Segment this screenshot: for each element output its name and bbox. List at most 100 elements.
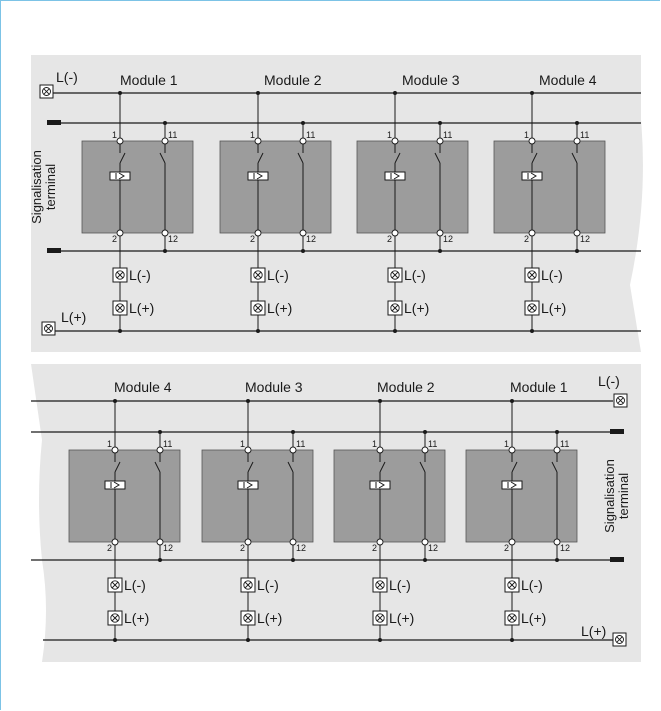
supply-terminal-l-minus	[39, 84, 54, 99]
signal-terminal-mark	[47, 248, 61, 253]
module-box	[81, 140, 194, 234]
diagram-top: L(-) L(+) Signalisation terminal 1 112 12M…	[29, 55, 643, 352]
pin-label: 2	[112, 234, 117, 244]
module-box	[465, 449, 578, 543]
signal-terminal-mark	[610, 557, 624, 562]
terminal-label-l-plus: L(+)	[404, 300, 429, 316]
terminal-label-l-plus: L(+)	[389, 610, 414, 626]
signalisation-label: Signalisation	[29, 150, 44, 224]
relay-marker	[247, 171, 269, 181]
pin-label: 2	[107, 543, 112, 553]
relay-marker	[384, 171, 406, 181]
terminal-l-plus	[250, 300, 266, 316]
supply-terminal-l-plus	[41, 321, 56, 336]
signalisation-label: Signalisation	[602, 459, 617, 533]
pin-label: 2	[250, 234, 255, 244]
module-box	[68, 449, 181, 543]
terminal-label-l-plus: L(+)	[267, 300, 292, 316]
pin-label: 12	[168, 234, 178, 244]
pin-label: 1	[107, 439, 112, 449]
terminal-l-plus	[387, 300, 403, 316]
diagram-bottom: L(-) L(+) Signalisation terminal 1 112 12M…	[31, 364, 641, 662]
supply-label-l-minus: L(-)	[598, 373, 620, 389]
pin-label: 2	[387, 234, 392, 244]
supply-label-l-plus: L(+)	[581, 623, 606, 639]
terminal-label-l-minus: L(-)	[124, 577, 146, 593]
pin-label: 1	[250, 130, 255, 140]
supply-terminal-l-plus	[612, 632, 627, 647]
pin-label: 12	[580, 234, 590, 244]
supply-label-l-plus: L(+)	[61, 309, 86, 325]
terminal-l-minus	[372, 577, 388, 593]
module-label: Module 3	[245, 379, 303, 395]
pin-label: 11	[168, 130, 177, 140]
pin-label: 11	[306, 130, 315, 140]
pin-label: 12	[560, 543, 570, 553]
relay-marker	[521, 171, 543, 181]
supply-terminal-l-minus	[613, 393, 628, 408]
pin-label: 1	[240, 439, 245, 449]
terminal-label-l-plus: L(+)	[257, 610, 282, 626]
pin-label: 11	[443, 130, 452, 140]
module-box	[219, 140, 332, 234]
relay-marker	[237, 480, 259, 490]
pin-label: 12	[296, 543, 306, 553]
supply-label-l-minus: L(-)	[56, 69, 78, 85]
terminal-l-minus	[387, 267, 403, 283]
pin-label: 12	[163, 543, 173, 553]
signal-terminal-mark	[47, 120, 61, 125]
terminal-label-l-minus: L(-)	[541, 267, 563, 283]
terminal-label-l-plus: L(+)	[521, 610, 546, 626]
module-box	[333, 449, 446, 543]
terminal-label-l-minus: L(-)	[404, 267, 426, 283]
pin-label: 1	[112, 130, 117, 140]
module-label: Module 2	[377, 379, 435, 395]
terminal-l-plus	[107, 610, 123, 626]
pin-label: 12	[443, 234, 453, 244]
relay-marker	[369, 480, 391, 490]
pin-label: 12	[306, 234, 316, 244]
module-label: Module 3	[402, 72, 460, 88]
pin-label: 2	[240, 543, 245, 553]
terminal-l-plus	[240, 610, 256, 626]
pin-label: 12	[428, 543, 438, 553]
pin-label: 2	[372, 543, 377, 553]
module-label: Module 1	[510, 379, 568, 395]
relay-marker	[109, 171, 131, 181]
terminal-label-l-minus: L(-)	[389, 577, 411, 593]
terminal-l-minus	[240, 577, 256, 593]
module-box	[493, 140, 606, 234]
pin-label: 1	[524, 130, 529, 140]
pin-label: 11	[428, 439, 437, 449]
terminal-l-minus	[112, 267, 128, 283]
signal-terminal-mark	[610, 429, 624, 434]
module-label: Module 2	[264, 72, 322, 88]
pin-label: 1	[387, 130, 392, 140]
terminal-label-l-plus: L(+)	[129, 300, 154, 316]
pin-label: 2	[524, 234, 529, 244]
terminal-label-l-minus: L(-)	[129, 267, 151, 283]
module-box	[356, 140, 469, 234]
terminal-label-l-minus: L(-)	[521, 577, 543, 593]
pin-label: 1	[504, 439, 509, 449]
terminal-l-minus	[504, 577, 520, 593]
module-label: Module 4	[539, 72, 597, 88]
pin-label: 1	[372, 439, 377, 449]
module-box	[201, 449, 314, 543]
terminal-label-l-plus: L(+)	[124, 610, 149, 626]
terminal-label: terminal	[616, 473, 631, 519]
pin-label: 2	[504, 543, 509, 553]
terminal-label: terminal	[43, 164, 58, 210]
module-label: Module 1	[120, 72, 178, 88]
terminal-l-minus	[107, 577, 123, 593]
